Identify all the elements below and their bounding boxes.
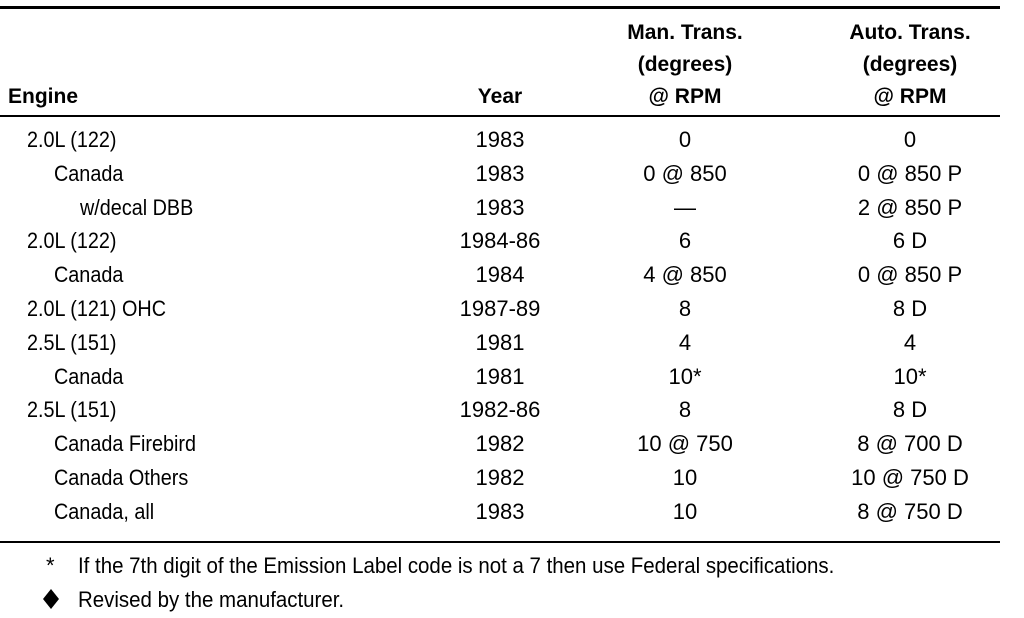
year-cell: 1984 [475, 262, 525, 288]
engine-cell: 2.0L (122) [27, 228, 117, 254]
man-trans-cell: 8 [678, 397, 692, 423]
year-cell: 1983 [475, 194, 525, 220]
engine-cell: Canada Others [54, 465, 189, 490]
engine-cell: 2.5L (151) [27, 397, 117, 423]
engine-cell: w/decal DBB [80, 194, 194, 220]
auto-trans-cell: 6 D [892, 228, 928, 254]
year-cell: 1984-86 [459, 228, 541, 254]
year-cell: 1981 [475, 363, 525, 389]
man-trans-cell: 10 @ 750 [637, 431, 733, 457]
column-header: @ RPM [648, 85, 722, 108]
auto-trans-cell: 10 @ 750 D [851, 465, 969, 490]
column-header: @ RPM [873, 85, 947, 108]
auto-trans-cell: 4 [903, 329, 917, 355]
footnote: Revised by the manufacturer. [78, 587, 345, 612]
auto-trans-cell: 0 @ 850 P [857, 262, 963, 288]
year-cell: 1982-86 [459, 397, 541, 423]
footnote-marker: * [46, 553, 55, 578]
auto-trans-cell: 8 @ 700 D [857, 431, 963, 457]
diamond-icon [43, 589, 59, 609]
year-cell: 1983 [475, 498, 525, 524]
auto-trans-cell: 10* [893, 363, 927, 389]
engine-cell: Canada, all [54, 498, 155, 524]
auto-trans-cell: 8 @ 750 D [857, 498, 963, 524]
year-cell: 1982 [475, 465, 525, 490]
man-trans-cell: 8 [678, 296, 692, 321]
column-header: Auto. Trans. [849, 21, 971, 44]
man-trans-cell: 0 [678, 127, 692, 152]
man-trans-cell: 0 @ 850 [643, 160, 727, 186]
auto-trans-cell: 0 @ 850 P [857, 160, 963, 186]
man-trans-cell: 10 [672, 465, 698, 490]
year-cell: 1983 [475, 160, 525, 186]
man-trans-cell: 4 [678, 329, 692, 355]
engine-cell: 2.0L (122) [27, 127, 117, 152]
man-trans-cell: 10 [672, 498, 698, 524]
engine-cell: Canada [54, 160, 124, 186]
year-cell: 1987-89 [459, 296, 541, 321]
engine-cell: Canada Firebird [54, 431, 196, 457]
column-header: (degrees) [637, 53, 733, 76]
engine-cell: Canada [54, 262, 124, 288]
engine-cell: Canada [54, 363, 124, 389]
auto-trans-cell: 0 [903, 127, 917, 152]
column-header: Year [477, 85, 523, 108]
auto-trans-cell: 8 D [892, 296, 928, 321]
top-rule [0, 6, 1000, 9]
engine-cell: 2.5L (151) [27, 329, 117, 355]
footnote: If the 7th digit of the Emission Label c… [78, 553, 835, 578]
auto-trans-cell: 2 @ 850 P [857, 194, 963, 220]
year-cell: 1981 [475, 329, 525, 355]
column-header: Engine [8, 85, 79, 108]
man-trans-cell: 10* [668, 363, 702, 389]
man-trans-cell: 4 @ 850 [643, 262, 727, 288]
auto-trans-cell: 8 D [892, 397, 928, 423]
man-trans-cell: — [674, 194, 696, 220]
year-cell: 1983 [475, 127, 525, 152]
column-header: (degrees) [862, 53, 958, 76]
man-trans-cell: 6 [678, 228, 692, 254]
year-cell: 1982 [475, 431, 525, 457]
column-header: Man. Trans. [627, 21, 743, 44]
header-rule [0, 115, 1000, 117]
bottom-rule [0, 541, 1000, 543]
engine-cell: 2.0L (121) OHC [27, 296, 167, 321]
